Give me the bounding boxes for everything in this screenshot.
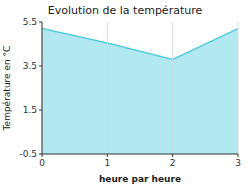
grid: [42, 22, 238, 154]
x-tick-label: 3: [235, 158, 241, 168]
x-tick: [172, 154, 173, 157]
y-tick: [39, 110, 42, 111]
y-tick-label: 3.5: [23, 61, 37, 71]
y-tick: [39, 66, 42, 67]
chart-container: 0 1 2 3 -0.5 1.5 3.5 5.5 Evolution de la tempéra…: [0, 0, 250, 188]
x-axis-label: heure par heure: [99, 174, 181, 184]
chart-title: Evolution de la température: [48, 4, 203, 17]
grid-line-x: [238, 22, 239, 154]
plot-area: [42, 29, 238, 154]
x-tick-label: 2: [170, 158, 176, 168]
y-axis-line: [42, 22, 43, 154]
grid-line-x: [42, 22, 43, 154]
x-tick: [238, 154, 239, 157]
x-tick-label: 1: [104, 158, 110, 168]
x-tick-label: 0: [39, 158, 45, 168]
y-tick-label: 1.5: [23, 105, 37, 115]
grid-line-x: [107, 22, 108, 154]
y-tick-label: -0.5: [19, 149, 37, 159]
y-tick: [39, 154, 42, 155]
area-fill: [42, 29, 238, 154]
grid-line-x: [172, 22, 173, 154]
y-tick: [39, 22, 42, 23]
chart-svg: 0 1 2 3 -0.5 1.5 3.5 5.5 Evolution de la tempéra…: [0, 0, 250, 188]
y-tick-label: 5.5: [23, 17, 37, 27]
axes: 0 1 2 3 -0.5 1.5 3.5 5.5: [19, 17, 240, 168]
area-line: [42, 29, 238, 60]
y-axis-label: Température en °C: [2, 46, 12, 132]
x-tick: [107, 154, 108, 157]
x-axis-line: [42, 154, 238, 155]
